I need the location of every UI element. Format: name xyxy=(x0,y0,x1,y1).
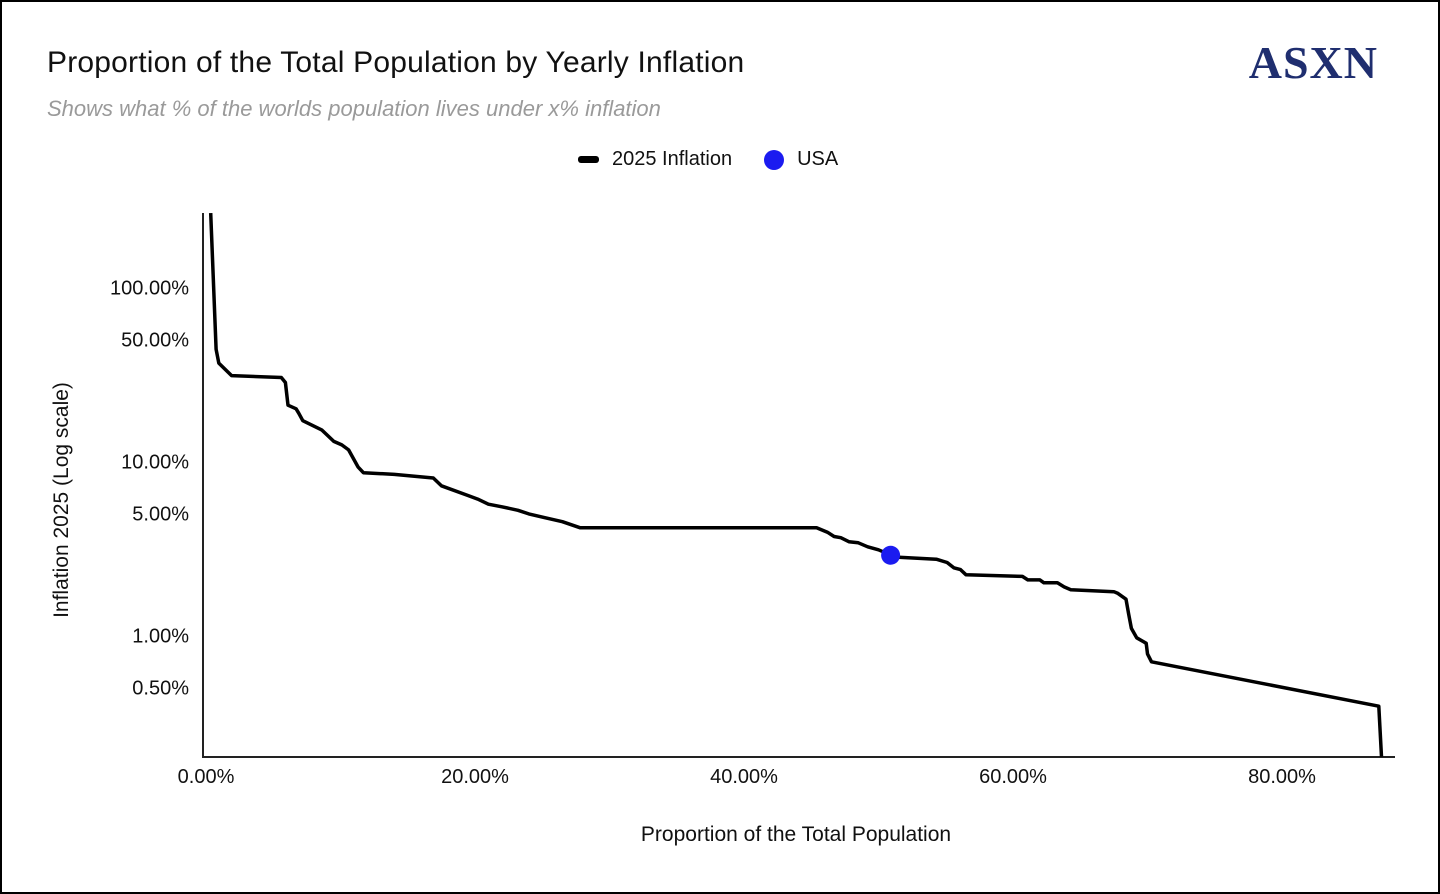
chart-title: Proportion of the Total Population by Ye… xyxy=(47,46,745,79)
x-tick-label: 80.00% xyxy=(1248,766,1316,788)
asxn-logo: ASXN xyxy=(1248,37,1378,88)
legend-item-usa[interactable]: USA xyxy=(764,148,838,171)
y-tick-label: 0.50% xyxy=(132,677,189,700)
x-tick-label: 40.00% xyxy=(710,766,778,788)
y-tick-label: 10.00% xyxy=(121,451,189,474)
axes-lines xyxy=(202,213,1395,758)
y-tick-label: 5.00% xyxy=(132,503,189,526)
legend-item-2025-inflation[interactable]: 2025 Inflation xyxy=(578,148,732,171)
y-tick-label: 1.00% xyxy=(132,625,189,648)
legend: 2025 Inflation USA xyxy=(578,148,838,171)
legend-usa-label: USA xyxy=(797,148,839,170)
inflation-curve xyxy=(208,213,1384,757)
x-tick-label: 60.00% xyxy=(979,766,1047,788)
y-tick-label: 50.00% xyxy=(121,329,189,352)
x-tick-label: 20.00% xyxy=(441,766,509,788)
x-axis-title: Proportion of the Total Population xyxy=(640,823,952,846)
legend-series-label: 2025 Inflation xyxy=(612,148,733,170)
usa-data-point xyxy=(881,545,901,565)
chart-subtitle: Shows what % of the worlds population li… xyxy=(47,96,661,121)
y-tick-label: 100.00% xyxy=(110,277,189,300)
x-tick-label: 0.00% xyxy=(177,766,235,788)
usa-dot-swatch-icon xyxy=(764,149,785,170)
y-axis-title: Inflation 2025 (Log scale) xyxy=(50,382,73,618)
line-swatch-icon xyxy=(578,156,599,163)
